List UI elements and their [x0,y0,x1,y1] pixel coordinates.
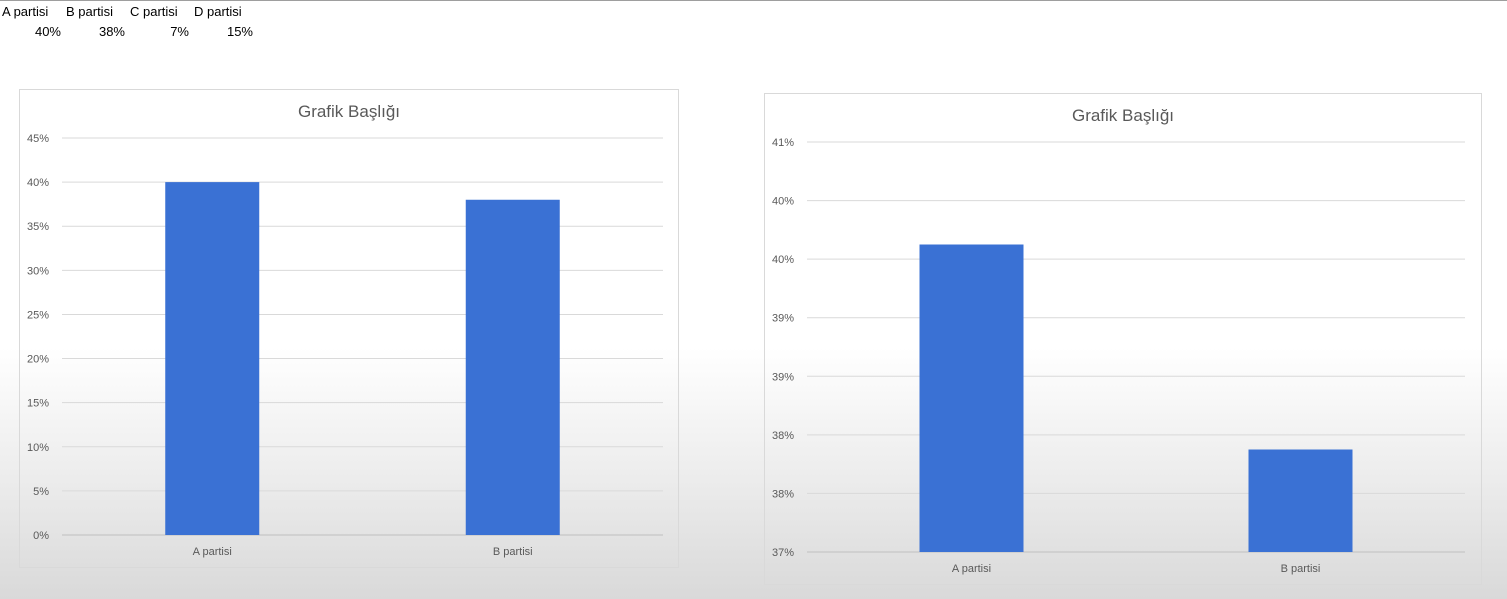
chart-1[interactable]: Grafik Başlığı 0% 5% 10% 15% 20% 25% 30% 35% 40%… [19,89,679,568]
chart-1-ytick-label: 40% [27,177,49,189]
chart-1-plot: 0% 5% 10% 15% 20% 25% 30% 35% 40% 45% A partisi B p… [27,133,663,558]
chart-1-xtick-label: A partisi [193,546,232,558]
chart-1-bar-b[interactable] [465,199,560,535]
chart-2-ytick-label: 37% [772,547,794,559]
chart-1-xtick-label: B partisi [493,546,533,558]
chart-1-ytick-label: 10% [27,442,49,454]
chart-2-ytick-label: 40% [772,196,794,208]
cell-header-b[interactable]: B partisi [66,4,113,19]
cell-header-d[interactable]: D partisi [194,4,242,19]
chart-1-ytick-label: 5% [33,486,49,498]
chart-2-ytick-label: 39% [772,313,794,325]
chart-1-ytick-label: 35% [27,221,49,233]
chart-2-ytick-label: 38% [772,488,794,500]
chart-2-title[interactable]: Grafik Başlığı [1071,106,1175,125]
chart-2[interactable]: Grafik Başlığı 37% 38% 38% 39% 39% 40% 40% 41% A… [764,93,1482,585]
chart-2-ytick-label: 39% [772,371,794,383]
chart-1-ytick-label: 45% [27,133,49,145]
chart-1-ytick-label: 25% [27,309,49,321]
chart-1-bar-a[interactable] [165,182,260,535]
cell-header-a[interactable]: A partisi [2,4,49,19]
chart-2-xtick-label: A partisi [952,563,991,575]
chart-2-bar-a[interactable] [919,244,1024,553]
cell-value-d[interactable]: 15% [226,24,253,39]
chart-2-xtick-label: B partisi [1281,563,1321,575]
chart-1-ytick-label: 15% [27,398,49,410]
cell-value-b[interactable]: 38% [98,24,125,39]
sheet-top-border [0,0,1507,1]
chart-2-bar-b[interactable] [1248,449,1353,553]
chart-2-plot: 37% 38% 38% 39% 39% 40% 40% 41% A partisi B parti… [772,137,1465,575]
spreadsheet-data: A partisi B partisi C partisi D partisi … [0,0,270,44]
chart-2-ytick-label: 41% [772,137,794,149]
chart-2-ytick-label: 38% [772,430,794,442]
cell-value-a[interactable]: 40% [34,24,61,39]
chart-1-title[interactable]: Grafik Başlığı [297,102,401,121]
cell-header-c[interactable]: C partisi [130,4,178,19]
chart-1-ytick-label: 0% [33,530,49,542]
chart-2-ytick-label: 40% [772,254,794,266]
chart-1-ytick-label: 30% [27,265,49,277]
cell-value-c[interactable]: 7% [170,24,189,39]
chart-1-ytick-label: 20% [27,354,49,366]
